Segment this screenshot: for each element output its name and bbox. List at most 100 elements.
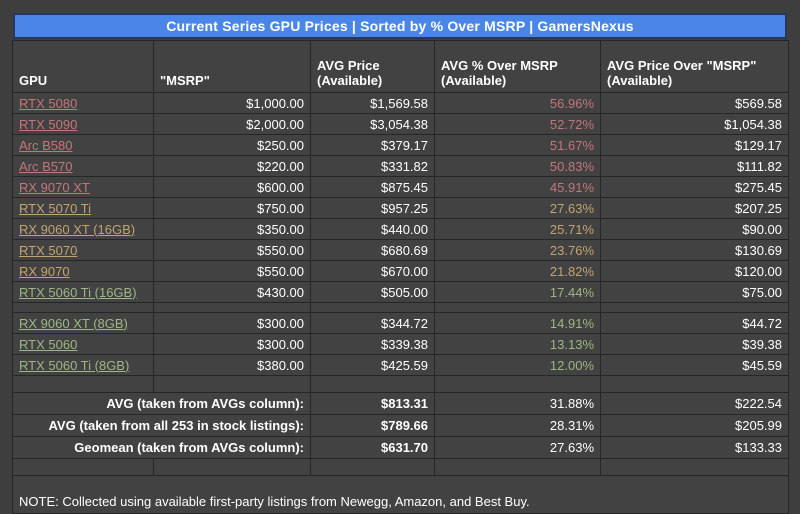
note-text: NOTE: Collected using available first-pa…: [12, 475, 789, 514]
avg-price-cell: $875.45: [310, 176, 435, 198]
avg-price-cell: $1,569.58: [310, 92, 435, 114]
msrp-cell: $220.00: [153, 155, 311, 177]
table-row: RTX 5080 $1,000.00 $1,569.58 56.96% $569…: [12, 92, 789, 114]
price-over-msrp-cell: $1,054.38: [600, 113, 789, 135]
avg-price-cell: $957.25: [310, 197, 435, 219]
summary-row-geomean: Geomean (taken from AVGs column): $631.7…: [12, 436, 789, 459]
summary-avg-price: $813.31: [310, 392, 435, 415]
pct-over-msrp-cell: 52.72%: [434, 113, 601, 135]
gpu-link[interactable]: RTX 5070: [12, 239, 154, 261]
avg-price-cell: $425.59: [310, 354, 435, 376]
gpu-link[interactable]: RTX 5080: [12, 92, 154, 114]
price-over-msrp-cell: $129.17: [600, 134, 789, 156]
msrp-cell: $2,000.00: [153, 113, 311, 135]
pct-over-msrp-cell: 50.83%: [434, 155, 601, 177]
blank-row: [12, 458, 789, 476]
price-over-msrp-cell: $207.25: [600, 197, 789, 219]
summary-row-avg: AVG (taken from AVGs column): $813.31 31…: [12, 392, 789, 415]
gpu-link[interactable]: RTX 5070 Ti: [12, 197, 154, 219]
price-over-msrp-cell: $275.45: [600, 176, 789, 198]
pct-over-msrp-cell: 23.76%: [434, 239, 601, 261]
msrp-cell: $300.00: [153, 312, 311, 334]
gpu-link[interactable]: RX 9070 XT: [12, 176, 154, 198]
msrp-cell: $600.00: [153, 176, 311, 198]
pct-over-msrp-cell: 14.91%: [434, 312, 601, 334]
table-row: RTX 5060 Ti (16GB) $430.00 $505.00 17.44…: [12, 281, 789, 303]
pct-over-msrp-cell: 25.71%: [434, 218, 601, 240]
price-over-msrp-cell: $120.00: [600, 260, 789, 282]
table-row: RX 9060 XT (8GB) $300.00 $344.72 14.91% …: [12, 312, 789, 334]
msrp-cell: $350.00: [153, 218, 311, 240]
msrp-cell: $550.00: [153, 239, 311, 261]
avg-price-cell: $670.00: [310, 260, 435, 282]
price-over-msrp-cell: $130.69: [600, 239, 789, 261]
price-over-msrp-cell: $45.59: [600, 354, 789, 376]
gpu-link[interactable]: Arc B580: [12, 134, 154, 156]
note-row: NOTE: Collected using available first-pa…: [12, 475, 789, 514]
table-row: RTX 5060 $300.00 $339.38 13.13% $39.38: [12, 333, 789, 355]
summary-price-over-msrp: $133.33: [600, 436, 789, 459]
gpu-link[interactable]: RTX 5090: [12, 113, 154, 135]
pct-over-msrp-cell: 17.44%: [434, 281, 601, 303]
gpu-link[interactable]: RTX 5060: [12, 333, 154, 355]
summary-avg-price: $631.70: [310, 436, 435, 459]
table-title-bar: Current Series GPU Prices | Sorted by % …: [13, 13, 787, 39]
pct-over-msrp-cell: 27.63%: [434, 197, 601, 219]
avg-price-cell: $344.72: [310, 312, 435, 334]
gpu-link[interactable]: Arc B570: [12, 155, 154, 177]
col-header-pct-over-msrp: AVG % Over MSRP (Available): [434, 40, 601, 93]
table-row: RTX 5070 Ti $750.00 $957.25 27.63% $207.…: [12, 197, 789, 219]
gpu-link[interactable]: RX 9070: [12, 260, 154, 282]
msrp-cell: $430.00: [153, 281, 311, 303]
pct-over-msrp-cell: 56.96%: [434, 92, 601, 114]
gpu-link[interactable]: RX 9060 XT (8GB): [12, 312, 154, 334]
summary-price-over-msrp: $205.99: [600, 414, 789, 437]
avg-price-cell: $339.38: [310, 333, 435, 355]
table-row: RTX 5060 Ti (8GB) $380.00 $425.59 12.00%…: [12, 354, 789, 376]
price-over-msrp-cell: $44.72: [600, 312, 789, 334]
table-row: RX 9070 XT $600.00 $875.45 45.91% $275.4…: [12, 176, 789, 198]
msrp-cell: $550.00: [153, 260, 311, 282]
gpu-link[interactable]: RX 9060 XT (16GB): [12, 218, 154, 240]
msrp-cell: $300.00: [153, 333, 311, 355]
blank-row: [12, 375, 789, 393]
msrp-cell: $250.00: [153, 134, 311, 156]
pct-over-msrp-cell: 45.91%: [434, 176, 601, 198]
pct-over-msrp-cell: 12.00%: [434, 354, 601, 376]
price-over-msrp-cell: $90.00: [600, 218, 789, 240]
summary-pct-over-msrp: 28.31%: [434, 414, 601, 437]
summary-row-avg-all-listings: AVG (taken from all 253 in stock listing…: [12, 414, 789, 437]
table-title: Current Series GPU Prices | Sorted by % …: [166, 18, 634, 34]
summary-pct-over-msrp: 27.63%: [434, 436, 601, 459]
pct-over-msrp-cell: 21.82%: [434, 260, 601, 282]
pct-over-msrp-cell: 13.13%: [434, 333, 601, 355]
table-row: Arc B570 $220.00 $331.82 50.83% $111.82: [12, 155, 789, 177]
col-header-price-over-msrp: AVG Price Over "MSRP" (Available): [600, 40, 789, 93]
summary-avg-price: $789.66: [310, 414, 435, 437]
col-header-msrp: "MSRP": [153, 40, 311, 93]
pct-over-msrp-cell: 51.67%: [434, 134, 601, 156]
msrp-cell: $380.00: [153, 354, 311, 376]
table-row: Arc B580 $250.00 $379.17 51.67% $129.17: [12, 134, 789, 156]
price-over-msrp-cell: $75.00: [600, 281, 789, 303]
summary-label: Geomean (taken from AVGs column):: [12, 436, 311, 459]
msrp-cell: $750.00: [153, 197, 311, 219]
avg-price-cell: $331.82: [310, 155, 435, 177]
summary-label: AVG (taken from AVGs column):: [12, 392, 311, 415]
table-row: RX 9060 XT (16GB) $350.00 $440.00 25.71%…: [12, 218, 789, 240]
spacer-row: [12, 302, 789, 313]
header-row: GPU "MSRP" AVG Price (Available) AVG % O…: [12, 40, 789, 93]
price-over-msrp-cell: $39.38: [600, 333, 789, 355]
price-over-msrp-cell: $569.58: [600, 92, 789, 114]
gpu-link[interactable]: RTX 5060 Ti (16GB): [12, 281, 154, 303]
avg-price-cell: $680.69: [310, 239, 435, 261]
avg-price-cell: $379.17: [310, 134, 435, 156]
summary-label: AVG (taken from all 253 in stock listing…: [12, 414, 311, 437]
table-row: RX 9070 $550.00 $670.00 21.82% $120.00: [12, 260, 789, 282]
summary-pct-over-msrp: 31.88%: [434, 392, 601, 415]
table-row: RTX 5090 $2,000.00 $3,054.38 52.72% $1,0…: [12, 113, 789, 135]
summary-price-over-msrp: $222.54: [600, 392, 789, 415]
gpu-link[interactable]: RTX 5060 Ti (8GB): [12, 354, 154, 376]
avg-price-cell: $505.00: [310, 281, 435, 303]
gpu-price-table: GPU "MSRP" AVG Price (Available) AVG % O…: [12, 40, 789, 514]
